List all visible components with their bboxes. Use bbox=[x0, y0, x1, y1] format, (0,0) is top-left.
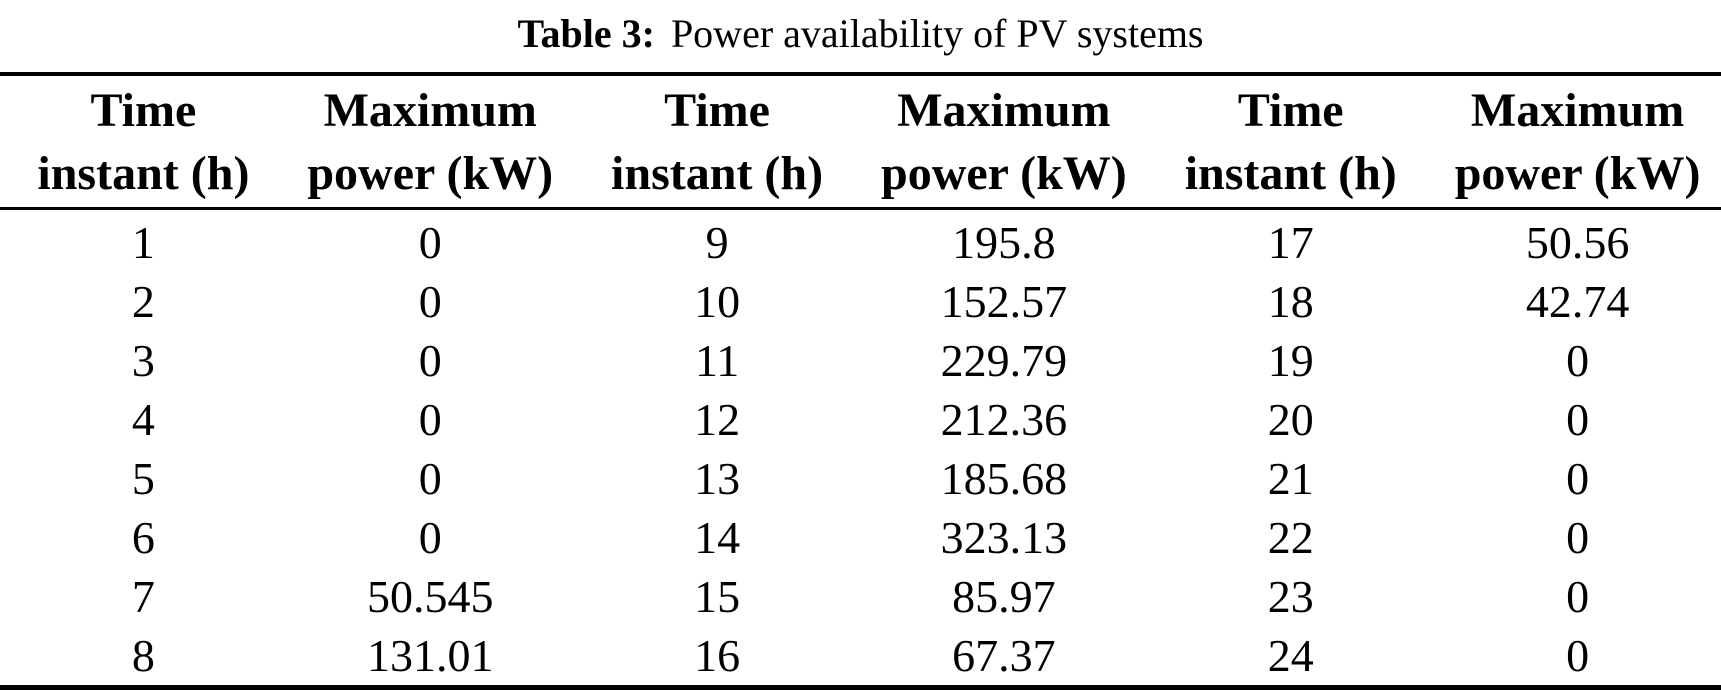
header-line: Maximum bbox=[1470, 84, 1685, 137]
cell-max-power: 0 bbox=[418, 217, 442, 268]
column-header-max-power-1: Maximum power (kW) bbox=[287, 74, 574, 209]
table-row: 8 131.01 16 67.37 24 0 bbox=[0, 626, 1721, 688]
column-header-max-power-3: Maximum power (kW) bbox=[1434, 74, 1721, 209]
cell-time-instant: 19 bbox=[1267, 335, 1314, 386]
cell-max-power: 185.68 bbox=[940, 453, 1068, 504]
cell-max-power: 0 bbox=[418, 394, 442, 445]
cell-time-instant: 13 bbox=[694, 453, 741, 504]
header-line: power (kW) bbox=[881, 147, 1127, 200]
cell-time-instant: 23 bbox=[1267, 571, 1314, 622]
table-row: 3 0 11 229.79 19 0 bbox=[0, 331, 1721, 390]
cell-max-power: 0 bbox=[1566, 571, 1590, 622]
cell-time-instant: 4 bbox=[131, 394, 155, 445]
cell-time-instant: 17 bbox=[1267, 217, 1314, 268]
table-caption: Table 3: Power availability of PV systems bbox=[0, 0, 1721, 72]
cell-max-power: 42.74 bbox=[1525, 276, 1630, 327]
cell-max-power: 0 bbox=[418, 453, 442, 504]
cell-max-power: 50.545 bbox=[366, 571, 494, 622]
cell-time-instant: 8 bbox=[131, 630, 155, 681]
cell-max-power: 323.13 bbox=[940, 512, 1068, 563]
header-line: Maximum bbox=[897, 84, 1111, 137]
header-line: Maximum bbox=[323, 84, 537, 137]
cell-max-power: 131.01 bbox=[366, 630, 494, 681]
cell-max-power: 0 bbox=[1566, 512, 1590, 563]
cell-time-instant: 12 bbox=[694, 394, 741, 445]
cell-time-instant: 14 bbox=[694, 512, 741, 563]
cell-time-instant: 1 bbox=[131, 217, 155, 268]
header-line: instant (h) bbox=[1184, 147, 1397, 200]
cell-max-power: 67.37 bbox=[952, 630, 1056, 681]
cell-max-power: 0 bbox=[1566, 453, 1590, 504]
cell-max-power: 0 bbox=[418, 512, 442, 563]
cell-max-power: 0 bbox=[1566, 394, 1590, 445]
cell-max-power: 85.97 bbox=[952, 571, 1056, 622]
cell-time-instant: 2 bbox=[131, 276, 155, 327]
table-row: 7 50.545 15 85.97 23 0 bbox=[0, 567, 1721, 626]
cell-time-instant: 6 bbox=[131, 512, 155, 563]
column-header-time-instant-3: Time instant (h) bbox=[1147, 74, 1434, 209]
cell-time-instant: 21 bbox=[1267, 453, 1314, 504]
cell-time-instant: 7 bbox=[131, 571, 155, 622]
header-line: instant (h) bbox=[37, 147, 250, 200]
cell-max-power: 152.57 bbox=[940, 276, 1068, 327]
table-row: 1 0 9 195.8 17 50.56 bbox=[0, 209, 1721, 273]
cell-max-power: 0 bbox=[418, 335, 442, 386]
column-header-time-instant-2: Time instant (h) bbox=[574, 74, 861, 209]
cell-time-instant: 10 bbox=[694, 276, 741, 327]
header-line: power (kW) bbox=[307, 147, 554, 200]
column-header-time-instant-1: Time instant (h) bbox=[0, 74, 287, 209]
header-line: power (kW) bbox=[1454, 147, 1701, 200]
pv-power-table: Time instant (h) Maximum power (kW) Time… bbox=[0, 72, 1721, 690]
cell-max-power: 50.56 bbox=[1525, 217, 1630, 268]
cell-time-instant: 5 bbox=[131, 453, 155, 504]
cell-max-power: 195.8 bbox=[952, 217, 1056, 268]
cell-max-power: 0 bbox=[1566, 630, 1590, 681]
cell-time-instant: 18 bbox=[1267, 276, 1314, 327]
cell-max-power: 0 bbox=[1566, 335, 1590, 386]
cell-time-instant: 9 bbox=[705, 217, 729, 268]
cell-max-power: 229.79 bbox=[940, 335, 1068, 386]
cell-max-power: 0 bbox=[418, 276, 442, 327]
cell-time-instant: 3 bbox=[131, 335, 155, 386]
table-row: 6 0 14 323.13 22 0 bbox=[0, 508, 1721, 567]
cell-max-power: 212.36 bbox=[940, 394, 1068, 445]
cell-time-instant: 15 bbox=[694, 571, 741, 622]
cell-time-instant: 20 bbox=[1267, 394, 1314, 445]
header-line: instant (h) bbox=[611, 147, 824, 200]
table-row: 5 0 13 185.68 21 0 bbox=[0, 449, 1721, 508]
cell-time-instant: 11 bbox=[694, 335, 740, 386]
cell-time-instant: 24 bbox=[1267, 630, 1314, 681]
cell-time-instant: 16 bbox=[694, 630, 741, 681]
header-row: Time instant (h) Maximum power (kW) Time… bbox=[0, 74, 1721, 209]
table-row: 2 0 10 152.57 18 42.74 bbox=[0, 272, 1721, 331]
table-caption-text: Power availability of PV systems bbox=[670, 11, 1204, 56]
header-line: Time bbox=[664, 84, 770, 137]
table-row: 4 0 12 212.36 20 0 bbox=[0, 390, 1721, 449]
column-header-max-power-2: Maximum power (kW) bbox=[860, 74, 1147, 209]
header-line: Time bbox=[1237, 84, 1344, 137]
table-caption-label: Table 3: bbox=[517, 11, 655, 56]
header-line: Time bbox=[90, 84, 197, 137]
cell-time-instant: 22 bbox=[1267, 512, 1314, 563]
